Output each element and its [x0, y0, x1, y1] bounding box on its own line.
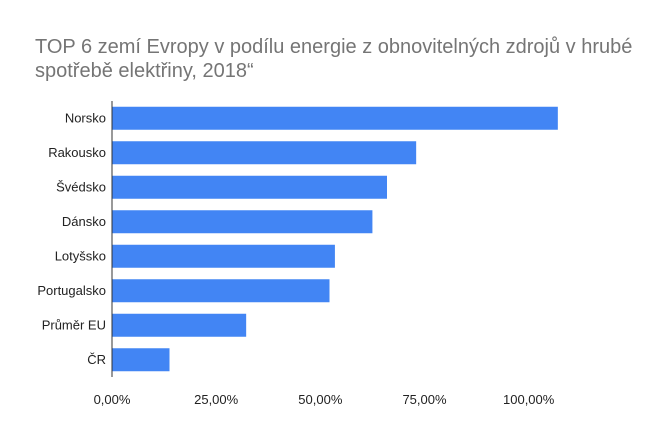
bar-1: [112, 106, 558, 130]
category-label: Dánsko: [62, 214, 106, 229]
bar-6: [112, 279, 330, 303]
bar-8: [112, 348, 170, 372]
x-tick-labels-group: 0,00% 25,00% 50,00% 75,00% 100,00%: [94, 392, 555, 407]
x-tick-label: 75,00%: [402, 392, 447, 407]
x-tick-label: 0,00%: [94, 392, 131, 407]
category-labels-group: Norsko Rakousko Švédsko Dánsko Lotyšsko Portu…: [37, 110, 106, 367]
category-label: Norsko: [65, 110, 106, 125]
bar-3: [112, 175, 387, 199]
bars-group: [112, 106, 558, 372]
chart-title: TOP 6 zemí Evropy v podílu energie z obn…: [35, 36, 633, 82]
category-label: Švédsko: [56, 179, 106, 194]
category-label: Rakousko: [48, 145, 106, 160]
bar-7: [112, 313, 247, 337]
category-label: Lotyšsko: [55, 248, 106, 263]
x-tick-label: 25,00%: [194, 392, 239, 407]
category-label: Průměr EU: [42, 317, 106, 332]
bar-4: [112, 210, 373, 234]
category-label: Portugalsko: [37, 283, 106, 298]
x-tick-label: 50,00%: [298, 392, 343, 407]
bar-2: [112, 141, 417, 165]
x-tick-label: 100,00%: [503, 392, 555, 407]
bar-5: [112, 244, 335, 268]
category-label: ČR: [87, 352, 106, 367]
